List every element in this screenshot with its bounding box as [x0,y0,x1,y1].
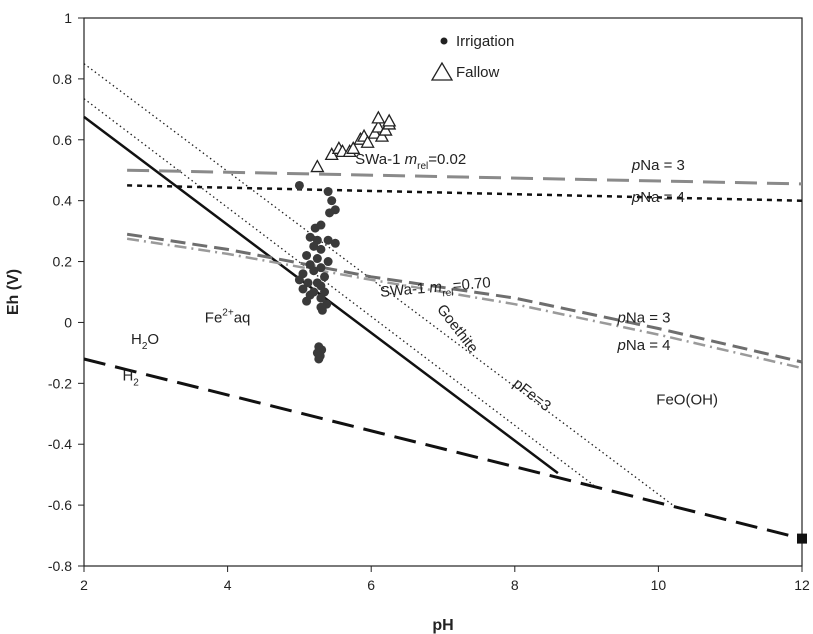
fallow-point [371,110,386,124]
irrigation-point [309,266,319,276]
end-square-marker [797,533,807,544]
pna3-top-label: pNa = 3 [631,157,685,174]
x-tick-label: 10 [651,577,667,593]
irrigation-point [303,278,313,288]
x-tick-label: 2 [80,577,88,593]
pfe-outer-line [83,63,674,506]
x-tick-label: 4 [224,577,232,593]
swa1-070-pna4-line [126,237,803,370]
irrigation-point [314,354,324,364]
swa1-002-label: SWa-1 mrel=0.02 [355,151,466,172]
irrigation-point [302,296,312,306]
irrigation-point [316,244,326,254]
irrigation-point [320,272,330,282]
legend: Irrigation Fallow [430,33,514,81]
y-tick-label: 0.6 [53,132,73,148]
irrigation-point [302,250,312,260]
y-tick-label: 0 [64,314,72,330]
irrigation-point [310,223,320,233]
irrigation-point [294,275,304,285]
annotations: Fe2+aq H2O H2 FeO(OH) Goethite pFe=3 SWa-1 mre… [122,151,717,415]
irrigation-point [312,254,322,264]
y-axis: -0.8 -0.6 -0.4 -0.2 0 0.2 0.4 0.6 0.8 1 [48,10,84,574]
pfe-label: pFe=3 [510,375,554,415]
y-tick-label: 0.8 [53,71,73,87]
y-tick-label: -0.8 [48,558,72,574]
pfe-3-line [83,98,595,486]
irrigation-point [309,241,319,251]
swa1-002-pna4-line [127,184,803,202]
x-tick-label: 12 [794,577,810,593]
legend-fallow-marker [430,61,454,81]
plot-frame [83,17,803,567]
y-axis-title: Eh (V) [5,269,22,315]
x-tick-label: 6 [367,577,375,593]
legend-irrigation-label: Irrigation [456,33,514,50]
x-tick-label: 8 [511,577,519,593]
y-tick-label: 0.2 [53,254,73,270]
irrigation-point [298,284,308,294]
swa1-002-pna3-line [127,168,803,186]
irrigation-point [305,232,315,242]
irrigation-point [327,196,337,206]
swa1-070-pna3-line [126,232,803,364]
fallow-point [360,134,375,148]
y-tick-label: 1 [64,10,72,26]
fallow-point [382,113,397,127]
legend-irrigation-marker [440,37,448,45]
y-tick-label: -0.4 [48,436,72,452]
boundary-lines [83,63,803,541]
x-axis: 2 4 6 8 10 12 [80,566,810,593]
irrigation-point [323,257,333,267]
fallow-point [371,119,386,133]
x-axis-title: pH [432,617,453,634]
irrigation-point [323,187,333,197]
swa1-070-label: SWa-1 mrel=0.70 [379,274,491,305]
irrigation-point [316,293,326,303]
fallow-point [346,140,361,154]
y-tick-label: -0.2 [48,375,72,391]
goethite-label: Goethite [433,301,481,356]
pna4-top-label: pNa = 4 [631,189,685,206]
pna3-mid-label: pNa = 3 [617,309,671,326]
irrigation-point [330,238,340,248]
fallow-point [310,159,325,173]
irrigation-point [325,208,335,218]
water-lower-limit-line [83,357,803,541]
legend-fallow-label: Fallow [456,64,500,81]
y-tick-label: -0.6 [48,497,72,513]
irrigation-point [294,180,304,190]
fe2-label: Fe2+aq [205,307,251,326]
irrigation-point [316,263,326,273]
pna4-mid-label: pNa = 4 [617,337,671,354]
h2o-label: H2O [131,331,159,352]
feooh-label: FeO(OH) [656,392,718,409]
data-points [294,110,807,544]
h2-label: H2 [122,367,139,388]
irrigation-point [317,305,327,315]
y-tick-label: 0.4 [53,193,73,209]
irrigation-point [323,235,333,245]
